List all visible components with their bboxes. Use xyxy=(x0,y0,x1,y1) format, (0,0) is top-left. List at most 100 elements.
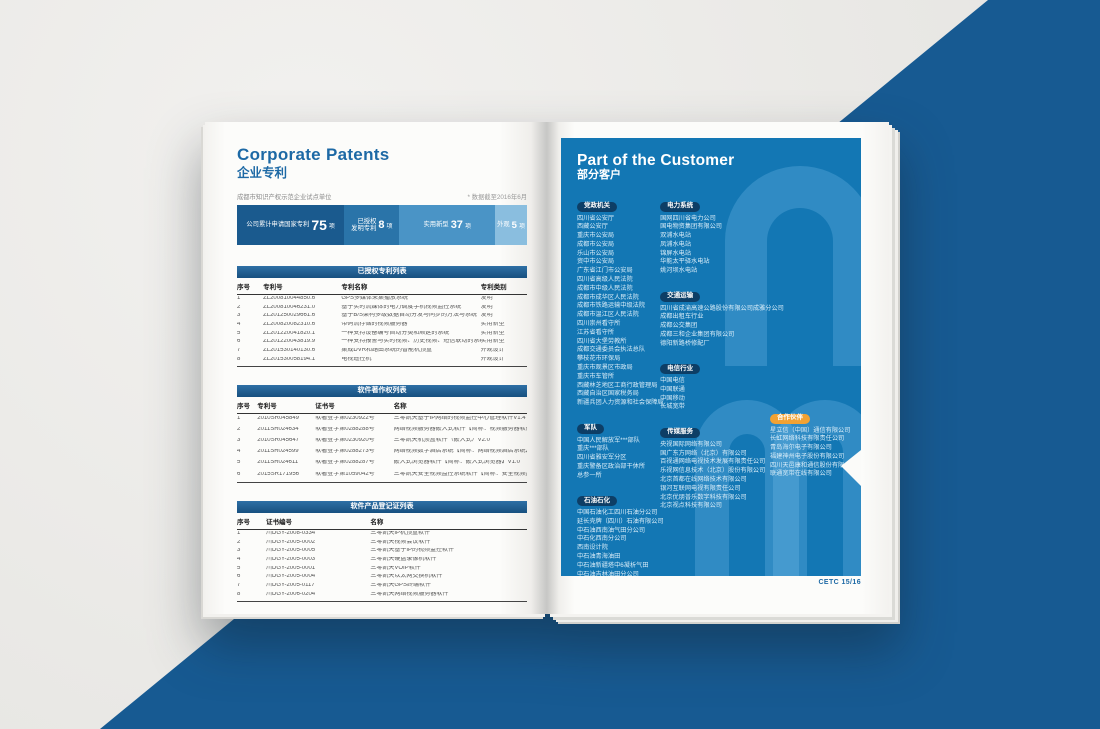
customer-column: 党政机关 四川省公安厅 西藏公安厅 重庆市公安局 成都市公安局 乐山市公安局 资中市公安局广… xyxy=(577,194,664,576)
customer-item: 百视通网络电视技术发展有限责任公司 xyxy=(660,458,766,466)
customer-item: 华能太平驿水电站 xyxy=(660,258,710,266)
customer-item: 成都市公安局 xyxy=(577,240,615,248)
customer-title-en: Part of the Customer xyxy=(577,152,735,169)
stat-label: 外观 xyxy=(497,221,510,229)
customer-item: 重庆市车管所 xyxy=(577,372,615,380)
table-cell: ZL200820082310.6 xyxy=(263,321,316,327)
table-cell: 川DGY-2008-0334 xyxy=(266,530,316,536)
table-cell: 2 xyxy=(237,304,241,310)
customer-item: 国电物资集团有限公司 xyxy=(660,223,722,231)
page-title-en: Corporate Patents xyxy=(237,145,390,164)
table-cell: 2010SR045849 xyxy=(257,416,300,422)
table-title: 软件产品登记证列表 xyxy=(237,501,527,514)
customer-group: 合作伙伴 星立信（中国）通信有限公司 长虹网络科技有限责任公司 青岛海尔电子有限公司福… xyxy=(769,406,857,479)
stat-unit: 项 xyxy=(328,223,335,230)
table-cell: 网络视频服务器嵌入式软件【简称：视频服务器软件】V1.0 xyxy=(393,427,527,433)
stat-unit: 项 xyxy=(518,223,525,230)
table-cell: 1 xyxy=(237,416,241,422)
note-row: 成都市知识产权示范企业试点单位 * 数据截至2016年6月 xyxy=(237,192,527,201)
table-cell: 川DGY-2005-0117 xyxy=(266,583,315,589)
customer-item: 四川崇州看守所 xyxy=(577,320,621,328)
customer-column: 电力系统 国网四川省电力公司 国电物资集团有限公司 双浦水电站 凤浦水电站 锦屏水电站 华能… xyxy=(660,194,784,576)
table-cell: 软著登字第1059042号 xyxy=(315,471,375,477)
customer-item: 银河互联网电视有限责任公司 xyxy=(660,484,741,492)
table-header-cell: 名称 xyxy=(393,403,407,410)
stat-value: 8 xyxy=(378,218,385,231)
customer-item: 重庆市观景区市政局 xyxy=(577,364,633,372)
table-cell: 6 xyxy=(237,339,241,345)
stat-label: 实用新型 xyxy=(423,221,449,229)
table-cell: 软著登字第0288288号 xyxy=(315,427,375,433)
table-cell: 川DGY-2005-0002 xyxy=(266,539,316,545)
customer-item: 北京视点科技有限公司 xyxy=(660,502,722,510)
table-cell: 发明 xyxy=(480,304,493,310)
stat-value: 37 xyxy=(450,218,463,231)
table-cell: 外观设计 xyxy=(480,348,505,354)
table-row: 7 川DGY-2005-0117 三零凯天GPS终端软件 xyxy=(237,582,527,591)
table-cell: 外观设计 xyxy=(480,356,505,362)
table-cell: 川DGY-2005-0001 xyxy=(266,565,316,571)
table-cell: GPS多媒体采集播放系统 xyxy=(341,295,409,301)
table-cell: 软著登字第0230920号 xyxy=(315,438,375,444)
customer-item: 长城宽带 xyxy=(660,403,685,411)
stat-segment: 已授权 发明专利 8 项 xyxy=(344,205,400,245)
table-cell: 软著登字第0230922号 xyxy=(315,416,375,422)
table-cell: 2011SR024634 xyxy=(257,427,299,433)
customer-item: 双浦水电站 xyxy=(660,232,692,240)
customer-group: 电力系统 国网四川省电力公司 国电物资集团有限公司 双浦水电站 凤浦水电站 锦屏水电站 华能… xyxy=(660,194,770,276)
customer-item: 德阳新路桥修配厂 xyxy=(660,339,710,347)
customer-item: 中国移动 xyxy=(660,394,685,402)
table-cell: 7 xyxy=(237,348,241,354)
table-row: 8 川DGY-2006-0204 三零凯天网络视频服务器软件 xyxy=(237,590,527,599)
spine-shadow-left xyxy=(531,122,547,614)
stat-unit: 项 xyxy=(464,223,471,230)
customer-group: 电信行业 中国电信 中国联通 中国移动 长城宽带 xyxy=(660,357,770,413)
customer-item: 成都交通委员会执法总队 xyxy=(577,346,646,354)
table-cell: 三零凯天基于IP的视频监控软件 xyxy=(370,548,455,554)
table-cell: 4 xyxy=(237,557,241,563)
customer-item: 攀枝花市环保局 xyxy=(577,355,621,363)
stat-unit: 项 xyxy=(386,223,393,230)
table-cell: ZL201220043819.9 xyxy=(263,339,316,345)
table-row: 2 川DGY-2005-0002 三零凯天视频会议软件 xyxy=(237,538,527,547)
table-cell: ZL201530140130.6 xyxy=(263,348,316,354)
table-cell: 8 xyxy=(237,591,241,597)
table-header-cell: 专利号 xyxy=(257,403,277,410)
stat-segment: 外观 5 项 xyxy=(495,205,527,245)
table-row: 5 ZL201220041820.1 一种支持设备编号自动分类和顺延的系统 实用新型 xyxy=(237,329,527,338)
category-badge: 电力系统 xyxy=(660,201,701,212)
customer-item: 成都市铁路运输中级法院 xyxy=(577,302,646,310)
category-badge: 合作伙伴 xyxy=(769,413,810,424)
customer-item: 姚河坝水电站 xyxy=(660,267,698,275)
table-header-cell: 证书号 xyxy=(315,403,335,410)
table-cell: 基于B/S架构多级数据自动分发与同步的方法与系统 xyxy=(341,313,478,319)
table-cell: 2011SR024599 xyxy=(257,449,299,455)
table-cell: 一种支持报警与实时视频、历史视频、短信联动的系统 xyxy=(341,339,481,345)
page-title-zh: 企业专利 xyxy=(237,166,288,180)
table-cell: 川DGY-2005-0004 xyxy=(266,574,316,580)
customer-item: 福建神州电子股份有限公司 xyxy=(769,452,845,460)
customer-item: 新疆兵团人力资源和社会保障局 xyxy=(577,399,664,407)
customer-item: 江苏省看守所 xyxy=(577,328,615,336)
customer-item: 四川天邑康和通信股份有限公司 xyxy=(769,461,857,469)
customer-item: 延长壳牌（四川）石油有限公司 xyxy=(577,517,664,525)
table-header-row: 序号 专利号 专利名称 专利类别 xyxy=(237,278,527,295)
table-row: 4 川DGY-2005-0003 三零凯天硬盘录像机软件 xyxy=(237,556,527,565)
customer-item: 西藏自治区国家税务局 xyxy=(577,390,639,398)
table-header-cell: 证书编号 xyxy=(266,519,292,527)
table-cell: 3 xyxy=(237,438,241,444)
table-header-cell: 专利类别 xyxy=(480,284,507,291)
table-row: 4 2011SR024599 软著登字第0288273号 网络视频数字酒店系统【简称：… xyxy=(237,447,527,458)
table-header-row: 序号 专利号 证书号 名称 xyxy=(237,397,527,414)
stat-label: 已授权 发明专利 xyxy=(351,217,377,233)
table-cell: 2010SR045647 xyxy=(257,438,300,444)
table-cell: 2015SR171956 xyxy=(257,471,300,477)
customer-item: 星立信（中国）通信有限公司 xyxy=(769,426,851,434)
patent-table: 已授权专利列表 序号 专利号 专利名称 专利类别 1 ZL200810044850.6 GPS… xyxy=(237,266,527,367)
customer-item: 广东省江门市公安局 xyxy=(577,267,633,275)
table-cell: 软著登字第0288273号 xyxy=(315,449,375,455)
customer-item: 北京首都在线网络技术有限公司 xyxy=(660,475,747,483)
table-cell: ZL200810046231.0 xyxy=(263,304,316,310)
customer-item: 成都市中级人民法院 xyxy=(577,284,633,292)
